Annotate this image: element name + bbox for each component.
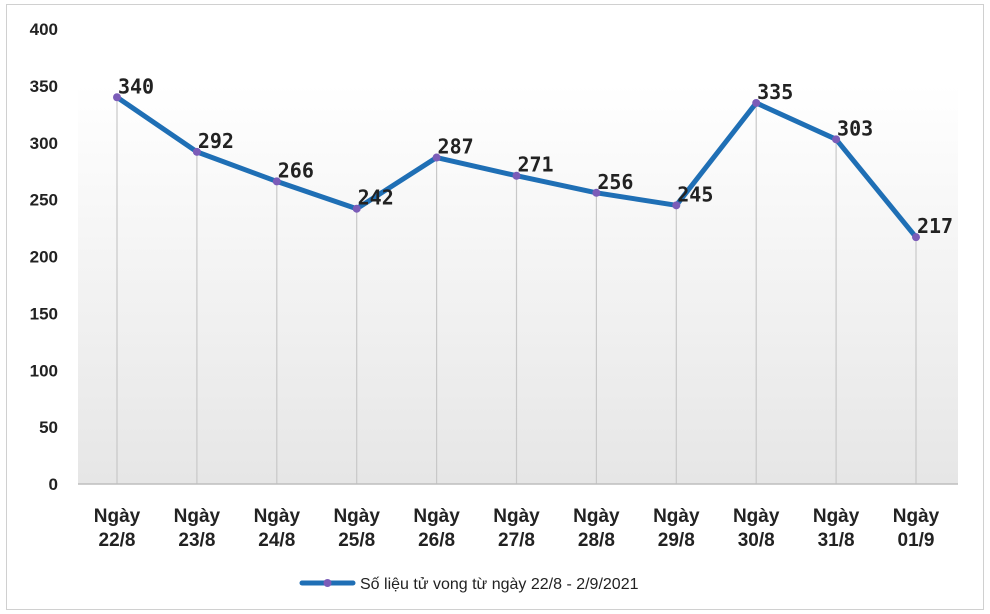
data-label: 266 (278, 158, 314, 182)
data-label: 217 (917, 214, 953, 238)
data-point (912, 233, 920, 242)
data-label: 256 (597, 170, 633, 194)
x-tick-label: Ngày 01/9 (893, 506, 940, 551)
data-point (832, 135, 841, 144)
data-label: 271 (517, 153, 553, 177)
y-tick-label: 200 (30, 248, 58, 267)
data-point (592, 188, 601, 197)
data-label: 242 (358, 186, 394, 210)
data-labels: 340 292 266 242 287 271 256 245 335 303 217 (118, 74, 953, 238)
data-point (672, 201, 681, 210)
data-label: 287 (438, 135, 474, 159)
x-tick-label: Ngày 31/8 (813, 506, 860, 551)
y-tick-label: 0 (49, 475, 58, 494)
x-tick-label: Ngày 30/8 (733, 506, 780, 551)
y-tick-label: 350 (30, 77, 58, 96)
data-point (352, 204, 361, 213)
data-label: 292 (198, 129, 234, 153)
data-point (752, 98, 761, 107)
data-label: 303 (837, 116, 873, 140)
y-tick-label: 100 (30, 361, 58, 380)
x-tick-label: Ngày 24/8 (254, 506, 301, 551)
data-point (272, 177, 281, 186)
plot-area (78, 84, 958, 484)
legend: Số liệu tử vong từ ngày 22/8 - 2/9/2021 (299, 576, 639, 593)
data-label: 335 (757, 80, 793, 104)
x-tick-label: Ngày 23/8 (174, 506, 221, 551)
data-label: 245 (677, 182, 713, 206)
y-tick-label: 250 (30, 191, 58, 210)
legend-label: Số liệu tử vong từ ngày 22/8 - 2/9/2021 (360, 576, 639, 593)
data-markers (113, 93, 920, 242)
data-label: 340 (118, 74, 154, 98)
x-tick-label: Ngày 29/8 (653, 506, 700, 551)
x-tick-label: Ngày 27/8 (493, 506, 540, 551)
x-tick-label: Ngày 26/8 (413, 506, 460, 551)
y-tick-label: 50 (39, 418, 58, 437)
x-tick-label: Ngày 28/8 (573, 506, 620, 551)
data-point (512, 171, 521, 180)
data-point (113, 93, 121, 102)
x-tick-label: Ngày 22/8 (94, 506, 141, 551)
x-tick-label: Ngày 25/8 (333, 506, 380, 551)
y-axis-ticks: 0 50 100 150 200 250 300 350 400 (30, 20, 58, 494)
legend-marker-swatch (323, 579, 332, 587)
y-tick-label: 150 (30, 304, 58, 323)
gridlines (116, 97, 917, 484)
data-point (432, 153, 441, 162)
y-tick-label: 400 (30, 20, 58, 39)
data-point (192, 147, 201, 156)
y-tick-label: 300 (30, 134, 58, 153)
x-axis-ticks: Ngày 22/8 Ngày 23/8 Ngày 24/8 Ngày 25/8 Ngày 26/8… (94, 506, 940, 551)
